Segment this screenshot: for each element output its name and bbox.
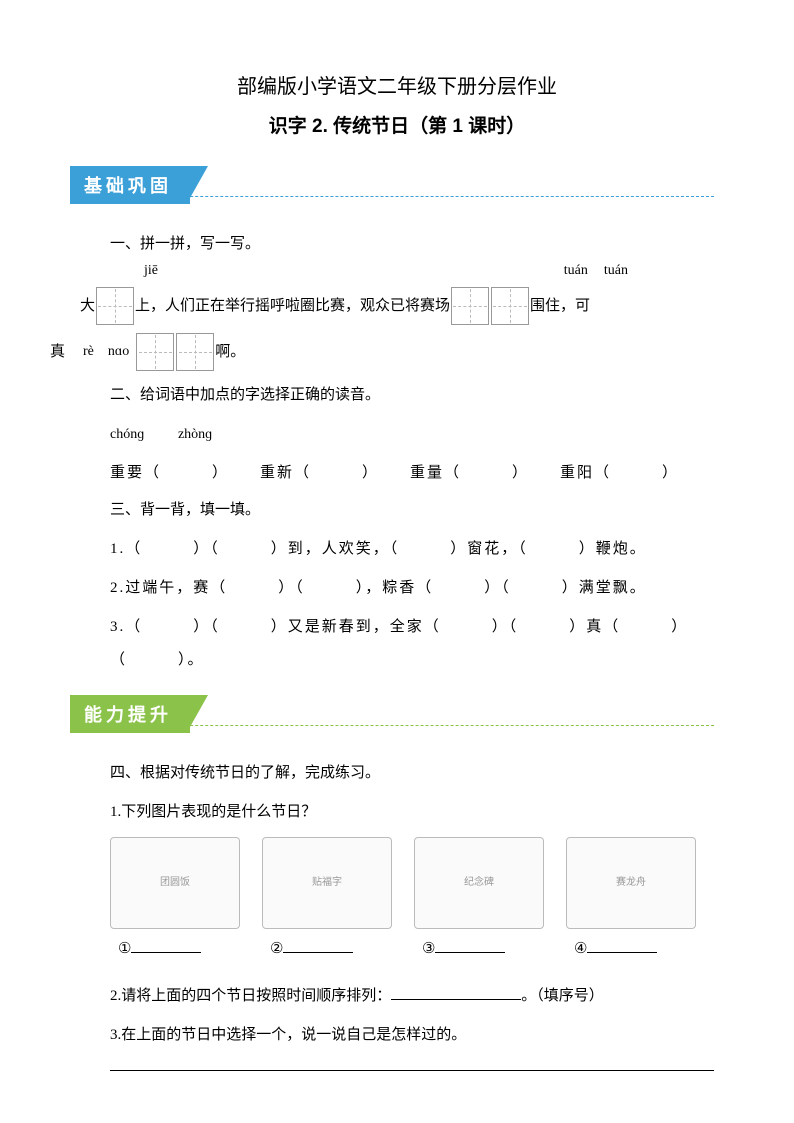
q2-word-4[interactable]: 重阳（ ） xyxy=(560,457,680,490)
q2-words-row: 重要（ ） 重新（ ） 重量（ ） 重阳（ ） xyxy=(110,457,714,490)
q4-heading: 四、根据对传统节日的了解，完成练习。 xyxy=(110,757,714,790)
blank-line[interactable] xyxy=(131,938,201,953)
page-title-main: 部编版小学语文二年级下册分层作业 xyxy=(80,70,714,99)
q1-pinyin-row-1: jiē tuán tuán xyxy=(110,267,714,287)
q2-word-3[interactable]: 重量（ ） xyxy=(410,457,530,490)
q4-image-cell-3: 纪念碑 xyxy=(414,837,544,929)
q4-answer-3[interactable]: ③ xyxy=(414,933,544,966)
char-box[interactable] xyxy=(491,287,529,325)
q4-num-3: ③ xyxy=(422,941,435,957)
q1-text-d: 真 xyxy=(50,336,65,369)
festival-image-2: 贴福字 xyxy=(262,837,392,929)
q3-line-1[interactable]: 1.（ ）（ ）到，人欢笑，（ ）窗花，（ ）鞭炮。 xyxy=(110,533,714,566)
q4-number-row: ① ② ③ ④ xyxy=(110,933,714,966)
q1-text-b: 上，人们正在举行摇呼啦圈比赛，观众已将赛场 xyxy=(135,290,450,323)
answer-line[interactable] xyxy=(110,1070,714,1071)
char-box[interactable] xyxy=(176,333,214,371)
char-box[interactable] xyxy=(136,333,174,371)
q4-sub2-a: 2.请将上面的四个节日按照时间顺序排列： xyxy=(110,988,391,1004)
q4-image-row: 团圆饭 贴福字 纪念碑 赛龙舟 xyxy=(110,837,714,929)
page-title-sub: 识字 2. 传统节日（第 1 课时） xyxy=(80,111,714,138)
festival-image-1: 团圆饭 xyxy=(110,837,240,929)
q4-sub2: 2.请将上面的四个节日按照时间顺序排列： 。（填序号） xyxy=(110,980,714,1013)
q4-sub3: 3.在上面的节日中选择一个，说一说自己是怎样过的。 xyxy=(110,1019,714,1052)
festival-image-3: 纪念碑 xyxy=(414,837,544,929)
q2-word-2[interactable]: 重新（ ） xyxy=(260,457,380,490)
q2-opt-a: chónɡ xyxy=(110,427,144,442)
q1-line-1: 大 上，人们正在举行摇呼啦圈比赛，观众已将赛场 围住，可 xyxy=(80,287,714,325)
q1-line-2: 真 rè nɑo 啊。 xyxy=(50,333,714,371)
q4-num-2: ② xyxy=(270,941,283,957)
q4-image-cell-4: 赛龙舟 xyxy=(566,837,696,929)
q3-line-3[interactable]: 3.（ ）（ ）又是新春到，全家（ ）（ ）真（ ）（ ）。 xyxy=(110,611,714,677)
blank-line[interactable] xyxy=(283,938,353,953)
q2-word-1[interactable]: 重要（ ） xyxy=(110,457,230,490)
q4-answer-1[interactable]: ① xyxy=(110,933,240,966)
q1-text-a: 大 xyxy=(80,290,95,323)
q1-pinyin-jie: jiē xyxy=(144,256,158,287)
q2-opt-b: zhònɡ xyxy=(178,427,212,442)
q2-heading: 二、给词语中加点的字选择正确的读音。 xyxy=(110,379,714,412)
blank-line-order[interactable] xyxy=(391,985,521,1000)
q4-answer-4[interactable]: ④ xyxy=(566,933,696,966)
char-box-group-2 xyxy=(450,287,530,325)
q3-line-2[interactable]: 2.过端午，赛（ ）（ ），粽香（ ）（ ）满堂飘。 xyxy=(110,572,714,605)
festival-image-4: 赛龙舟 xyxy=(566,837,696,929)
char-box-group-3 xyxy=(135,333,215,371)
q4-num-4: ④ xyxy=(574,941,587,957)
section-header-basics: 基础巩固 xyxy=(70,166,714,200)
section-tab-ability: 能力提升 xyxy=(70,695,190,733)
q4-image-cell-1: 团圆饭 xyxy=(110,837,240,929)
q1-pinyin-tuan-a: tuán xyxy=(564,256,588,287)
q1-text-c: 围住，可 xyxy=(530,290,590,323)
q1-text-e: 啊。 xyxy=(215,336,245,369)
section-header-ability: 能力提升 xyxy=(70,695,714,729)
q1-pinyin-re: rè xyxy=(83,337,94,368)
char-box[interactable] xyxy=(451,287,489,325)
q1-pinyin-tuan-b: tuán xyxy=(604,256,628,287)
q4-sub2-b: 。（填序号） xyxy=(521,988,604,1004)
q3-heading: 三、背一背，填一填。 xyxy=(110,494,714,527)
q4-sub1: 1.下列图片表现的是什么节日？ xyxy=(110,796,714,829)
section-tab-basics: 基础巩固 xyxy=(70,166,190,204)
q4-num-1: ① xyxy=(118,941,131,957)
q1-pinyin-nao: nɑo xyxy=(108,337,129,368)
blank-line[interactable] xyxy=(587,938,657,953)
section-1-content: 一、拼一拼，写一写。 jiē tuán tuán 大 上，人们正在举行摇呼啦圈比… xyxy=(80,228,714,677)
q4-answer-2[interactable]: ② xyxy=(262,933,392,966)
q4-image-cell-2: 贴福字 xyxy=(262,837,392,929)
q2-options: chónɡ zhònɡ xyxy=(110,418,714,451)
blank-line[interactable] xyxy=(435,938,505,953)
char-box-group-1 xyxy=(95,287,135,325)
char-box[interactable] xyxy=(96,287,134,325)
section-2-content: 四、根据对传统节日的了解，完成练习。 1.下列图片表现的是什么节日？ 团圆饭 贴… xyxy=(80,757,714,1071)
